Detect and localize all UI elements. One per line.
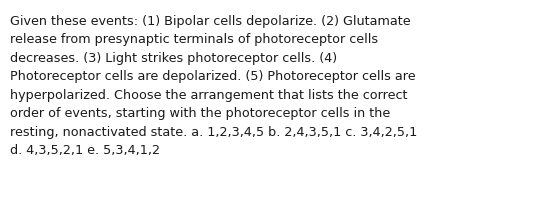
Text: Given these events: (1) Bipolar cells depolarize. (2) Glutamate
release from pre: Given these events: (1) Bipolar cells de…	[10, 15, 417, 157]
